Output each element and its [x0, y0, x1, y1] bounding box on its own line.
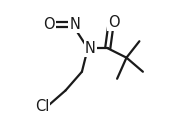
Text: Cl: Cl [35, 99, 49, 114]
Text: O: O [43, 17, 55, 32]
Text: N: N [85, 41, 96, 56]
Text: N: N [70, 17, 80, 32]
Text: O: O [108, 15, 119, 30]
